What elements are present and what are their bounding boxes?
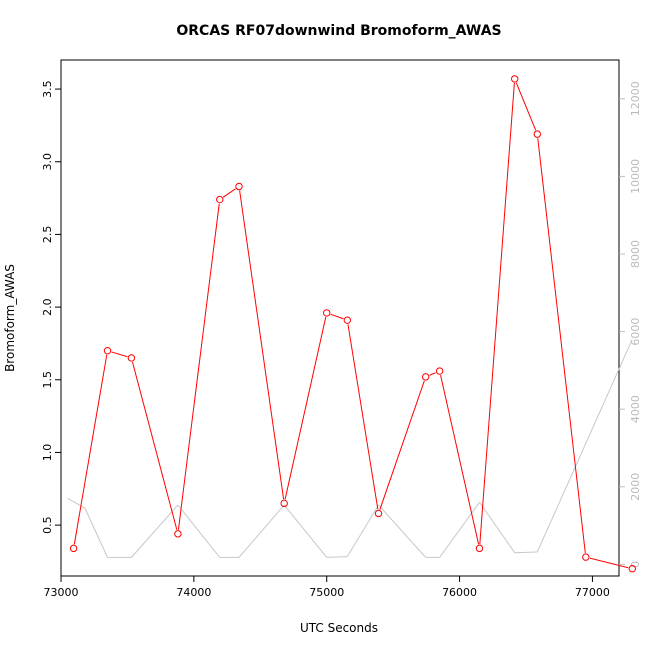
red-series-segment xyxy=(379,380,425,510)
y-tick-label: 2.5 xyxy=(41,226,54,244)
y2-tick-label: 0 xyxy=(629,561,642,568)
y2-tick-label: 2000 xyxy=(629,473,642,501)
x-tick-label: 76000 xyxy=(442,586,477,599)
data-point xyxy=(343,316,352,324)
y-tick-label: 1.5 xyxy=(41,371,54,389)
gray-series-segment xyxy=(536,339,633,553)
gray-series-segment xyxy=(131,504,179,558)
data-point xyxy=(280,499,288,508)
chart-title: ORCAS RF07downwind Bromoform_AWAS xyxy=(176,23,501,39)
red-series-segment xyxy=(284,316,327,500)
red-series-segment xyxy=(440,375,480,545)
red-series-segment xyxy=(330,313,344,320)
red-series-segment xyxy=(111,351,128,358)
data-point xyxy=(374,509,383,518)
gray-series-segment xyxy=(378,504,427,558)
x-tick-label: 77000 xyxy=(575,586,610,599)
y-tick-label: 3.5 xyxy=(41,80,54,98)
y2-tick-label: 10000 xyxy=(629,159,642,194)
data-point xyxy=(582,553,590,561)
gray-series-segment xyxy=(346,504,379,557)
red-series-segment xyxy=(429,372,436,376)
data-point xyxy=(69,544,78,553)
data-point xyxy=(511,75,519,83)
gray-series-segment xyxy=(326,556,348,558)
red-series-segment xyxy=(537,138,586,553)
x-axis-label: UTC Seconds xyxy=(300,621,378,635)
y-tick-label: 1.0 xyxy=(41,444,54,462)
gray-series-segment xyxy=(479,501,516,554)
data-point xyxy=(628,565,636,573)
data-point xyxy=(323,309,331,317)
data-point xyxy=(533,130,541,138)
gray-series-segment xyxy=(67,497,86,509)
gray-series-segment xyxy=(514,551,538,554)
data-point xyxy=(174,530,182,538)
data-point xyxy=(103,347,112,355)
y-axis-label: Bromoform_AWAS xyxy=(3,264,17,372)
red-series-segment xyxy=(222,188,236,198)
data-point xyxy=(127,354,136,362)
y2-tick-label: 4000 xyxy=(629,395,642,423)
y2-axis-right: 0 2000 4000 6000 8000 10000 12000 xyxy=(619,81,642,568)
y-tick-label: 0.5 xyxy=(41,516,54,534)
y2-tick-label: 12000 xyxy=(629,81,642,116)
data-point xyxy=(475,544,484,553)
plot-frame xyxy=(60,59,620,577)
gray-series-segment xyxy=(238,504,285,558)
y-tick-label: 2.0 xyxy=(41,298,54,316)
red-series-segment xyxy=(589,557,629,569)
red-series-segment xyxy=(479,83,515,545)
data-point xyxy=(421,373,430,381)
x-tick-label: 75000 xyxy=(309,586,344,599)
gray-series-segment xyxy=(283,504,328,558)
data-point xyxy=(435,367,444,375)
data-point xyxy=(216,195,224,204)
red-series-segment xyxy=(515,82,537,131)
red-series-segment xyxy=(177,203,220,530)
red-series-segment xyxy=(73,354,108,545)
x-axis: 73000 74000 75000 76000 77000 xyxy=(44,576,610,599)
red-series-segment xyxy=(347,324,379,510)
y-axis: 0.5 1.0 1.5 2.0 2.5 3.0 3.5 xyxy=(41,80,61,534)
red-series-segment xyxy=(132,361,178,530)
series-layer xyxy=(67,75,636,573)
gray-series-segment xyxy=(439,501,480,558)
y2-tick-label: 8000 xyxy=(629,240,642,268)
red-series-segment xyxy=(239,190,285,500)
y2-tick-label: 6000 xyxy=(629,318,642,346)
x-tick-label: 73000 xyxy=(44,586,79,599)
gray-series-segment xyxy=(84,507,108,558)
y-tick-label: 3.0 xyxy=(41,153,54,171)
gray-series-segment xyxy=(177,504,221,558)
x-tick-label: 74000 xyxy=(176,586,211,599)
data-point xyxy=(235,182,243,191)
